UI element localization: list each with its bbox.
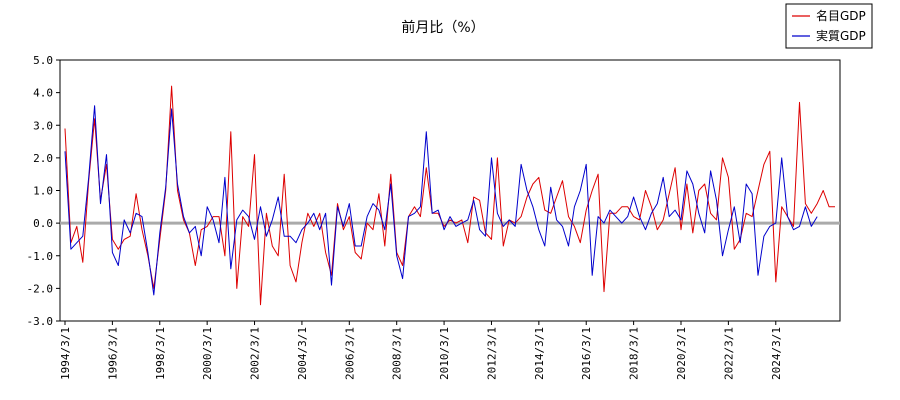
x-tick-label: 1998/3/1 xyxy=(154,327,167,380)
x-tick-label: 2008/3/1 xyxy=(391,327,404,380)
y-tick-label: 2.0 xyxy=(33,152,53,165)
series-line-nominal xyxy=(64,85,835,306)
x-tick-label: 2004/3/1 xyxy=(296,327,309,380)
x-tick-label: 2006/3/1 xyxy=(343,327,356,380)
y-axis: 5.0 4.0 3.0 2.0 1.0 0.0 -1.0 -2.0 -3.0 xyxy=(27,54,60,328)
y-tick-label: -3.0 xyxy=(27,315,54,328)
y-tick-label: 4.0 xyxy=(33,87,53,100)
x-tick-label: 2024/3/1 xyxy=(770,327,783,380)
x-tick-label: 2020/3/1 xyxy=(675,327,688,380)
x-tick-label: 2000/3/1 xyxy=(201,327,214,380)
y-tick-label: -1.0 xyxy=(27,250,54,263)
y-tick-label: 5.0 xyxy=(33,54,53,67)
plot-area xyxy=(59,59,841,322)
chart-title: 前月比（%） xyxy=(401,19,484,36)
x-tick-label: 2014/3/1 xyxy=(533,327,546,380)
x-tick-label: 2022/3/1 xyxy=(722,327,735,380)
series-group xyxy=(64,85,835,306)
x-tick-label: 1994/3/1 xyxy=(59,327,72,380)
legend-box xyxy=(785,3,873,49)
x-tick-label: 2002/3/1 xyxy=(249,327,262,380)
y-tick-label: 3.0 xyxy=(33,119,53,132)
x-tick-label: 2016/3/1 xyxy=(580,327,593,380)
x-tick-label: 2018/3/1 xyxy=(628,327,641,380)
legend: 名目GDP 実質GDP xyxy=(785,3,873,49)
series-line-real xyxy=(64,105,818,296)
legend-label-nominal: 名目GDP xyxy=(816,8,866,23)
x-tick-label: 2010/3/1 xyxy=(438,327,451,380)
x-tick-label: 1996/3/1 xyxy=(106,327,119,380)
x-axis: 1994/3/1 1996/3/1 1998/3/1 2000/3/1 2002/3/1… xyxy=(59,321,783,380)
x-tick-label: 2012/3/1 xyxy=(485,327,498,380)
y-tick-label: 0.0 xyxy=(33,217,53,230)
y-tick-label: -2.0 xyxy=(27,282,54,295)
legend-label-real: 実質GDP xyxy=(816,28,866,43)
y-tick-label: 1.0 xyxy=(33,185,53,198)
